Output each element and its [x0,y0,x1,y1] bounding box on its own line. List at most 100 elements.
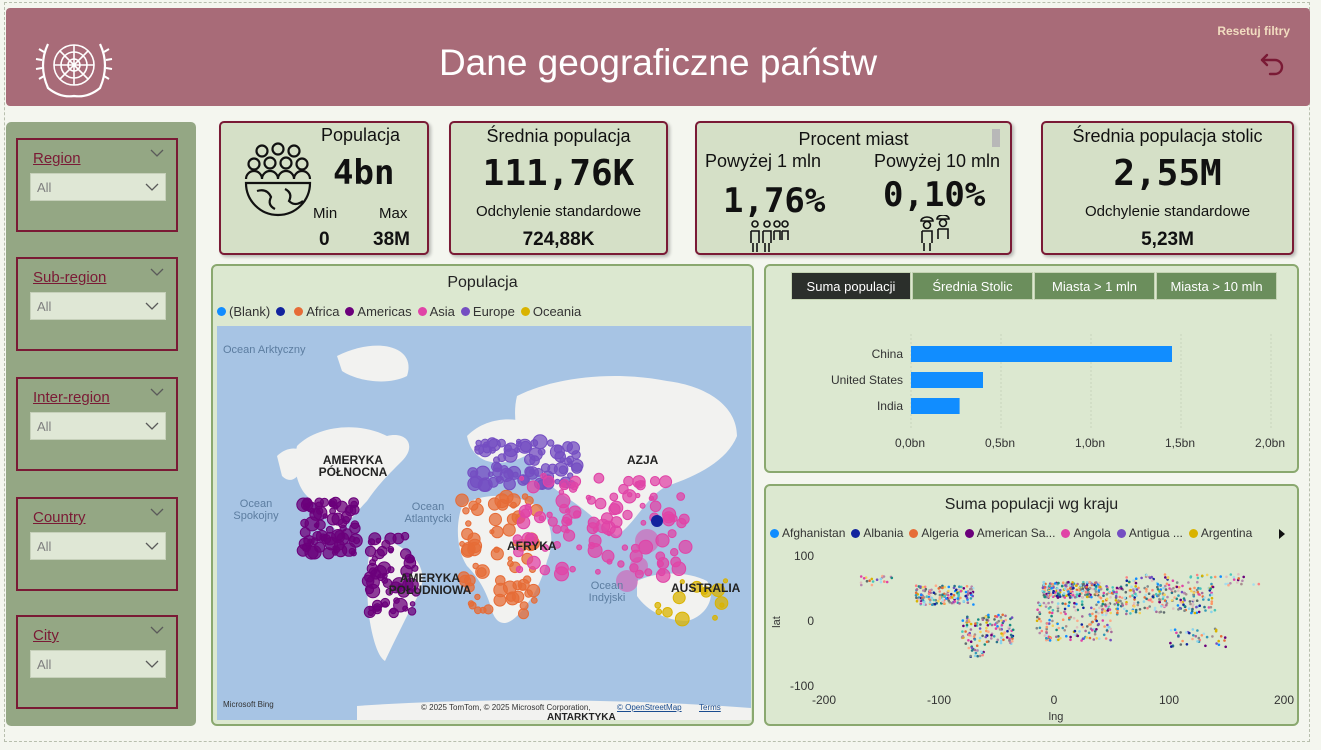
chevron-up-icon[interactable] [150,148,164,158]
scatter-point [1063,596,1067,599]
bar-chart[interactable] [766,266,1297,471]
scatter-point [964,590,968,594]
scatter-point [1195,599,1199,602]
legend-item[interactable]: Albania [851,526,903,540]
scatter-point [1071,594,1075,597]
scatter-point [1170,591,1174,595]
tab-cities-10m[interactable]: Miasta > 10 mln [1156,272,1277,300]
scatter-point [1091,582,1094,586]
terms-link[interactable]: Terms [699,703,721,712]
slicer-dropdown[interactable]: All [30,532,166,560]
map-bubble [511,590,525,603]
scatter-point [932,598,936,602]
scatter-point [1064,625,1068,628]
slicer-inter-region[interactable]: Inter-region All [16,377,178,471]
legend-item[interactable]: Angola [1061,526,1111,540]
legend-item[interactable]: American Sa... [964,526,1055,540]
map-bubble [541,544,550,552]
slicer-dropdown[interactable]: All [30,173,166,201]
slicer-dropdown[interactable]: All [30,292,166,320]
legend-item[interactable]: Europe [460,304,515,319]
legend-label: Algeria [921,526,959,540]
scatter-point [1068,601,1071,604]
bar-india[interactable] [911,398,960,414]
chevron-up-icon[interactable] [150,507,164,517]
map-bubble [364,585,375,595]
legend-item[interactable]: Argentina [1188,526,1252,540]
scatter-point [999,639,1003,643]
scatter-point [879,577,883,581]
tab-population-sum[interactable]: Suma populacji [791,272,911,300]
scatter-point [996,638,1000,642]
legend-item[interactable]: Americas [345,304,412,319]
scatter-point [1011,640,1014,643]
scatter-point [1196,590,1200,594]
scatter-point [1129,612,1132,615]
scatter-point [1089,627,1093,631]
legend-next-icon[interactable] [1277,528,1287,540]
scatter-x-tick: 200 [1274,693,1294,707]
slicer-dropdown[interactable]: All [30,412,166,440]
scatter-point [985,626,988,630]
scatter-point [1179,598,1182,602]
bar-china[interactable] [911,346,1172,362]
scatter-point [915,588,919,591]
map-bubble [516,515,531,530]
scatter-point [1005,636,1009,639]
scatter-point [932,591,936,594]
map-bubble [539,564,551,576]
legend-item[interactable] [276,307,288,316]
osm-link[interactable]: © OpenStreetMap [617,703,682,712]
legend-item[interactable]: Afghanistan [770,526,845,540]
scatter-point [947,589,950,593]
scatter-point [961,630,964,633]
scatter-point [914,591,918,594]
continent-label: AZJA [627,453,659,467]
slicer-dropdown[interactable]: All [30,650,166,678]
bar-united-states[interactable] [911,372,983,388]
chevron-up-icon[interactable] [150,267,164,277]
legend-item[interactable]: Africa [294,304,339,319]
scatter-point [1043,595,1047,598]
scatter-point [938,590,941,593]
scatter-point [1116,607,1119,611]
scatter-point [1007,626,1010,629]
legend-item[interactable]: Algeria [909,526,959,540]
map-bubble [601,549,615,563]
tab-avg-capital[interactable]: Średnia Stolic [912,272,1033,300]
scatter-point [1108,590,1111,594]
slicer-sub-region[interactable]: Sub-region All [16,257,178,351]
slicer-region[interactable]: Region All [16,138,178,232]
scatter-point [965,585,969,588]
chevron-up-icon[interactable] [150,387,164,397]
continent-label: AUSTRALIA [671,581,741,595]
scatter-point [1056,622,1059,626]
undo-icon[interactable] [1258,48,1288,78]
slicer-value: All [37,419,52,434]
chevron-up-icon[interactable] [150,625,164,635]
scrollbar-thumb[interactable] [992,129,1000,147]
map-bubble [352,537,361,545]
tab-cities-1m[interactable]: Miasta > 1 mln [1034,272,1155,300]
scatter-point [1172,586,1175,590]
scatter-point [1106,609,1110,612]
legend-item[interactable]: (Blank) [217,304,270,319]
scatter-point [1009,617,1012,621]
scatter-point [1045,625,1049,629]
slicer-city[interactable]: City All [16,615,178,709]
map-bubble [562,513,573,524]
scatter-point [1109,619,1112,622]
scatter-point [1191,637,1194,641]
legend-item[interactable]: Asia [417,304,455,319]
world-map[interactable]: Ocean Arktyczny Ocean Spokojny Ocean Atl… [217,326,751,720]
scatter-point [1078,589,1081,592]
reset-filters-label[interactable]: Resetuj filtry [1217,24,1290,38]
slicer-country[interactable]: Country All [16,497,178,591]
legend-item[interactable]: Antigua ... [1116,526,1183,540]
scatter-point [973,638,977,641]
scatter-point [967,646,971,650]
slicer-label: Sub-region [33,269,107,286]
scatter-point [875,578,879,581]
legend-item[interactable]: Oceania [520,304,581,319]
